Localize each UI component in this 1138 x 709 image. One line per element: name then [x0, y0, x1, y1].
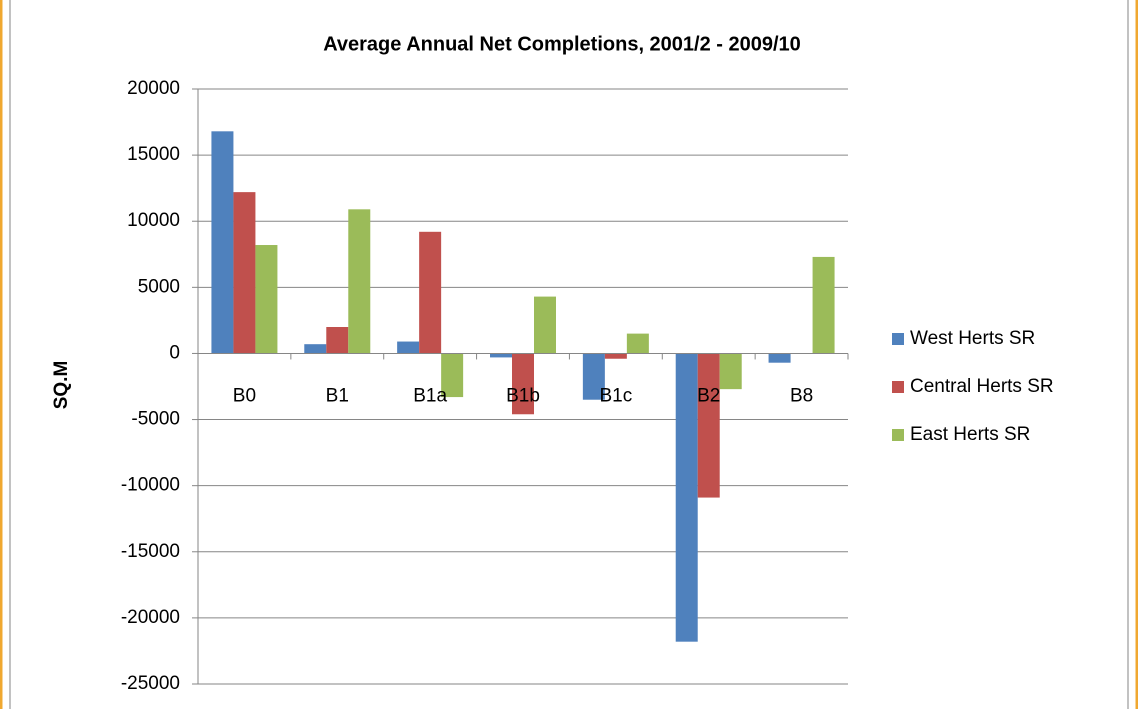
bar — [768, 353, 791, 363]
legend-swatch — [892, 333, 904, 345]
bar — [534, 296, 556, 354]
y-tick-label: 0 — [169, 342, 180, 363]
bar — [719, 353, 742, 390]
legend-swatch — [892, 381, 904, 393]
chart-title: Average Annual Net Completions, 2001/2 -… — [323, 33, 801, 55]
bar — [812, 256, 835, 354]
legend-label: West Herts SR — [910, 328, 1035, 349]
bar — [326, 327, 349, 354]
legend-label: East Herts SR — [910, 424, 1030, 445]
x-tick-label: B2 — [697, 385, 720, 406]
bar — [675, 353, 698, 642]
bar — [490, 353, 512, 358]
x-tick-label: B1b — [506, 385, 540, 406]
y-axis-label: SQ.M — [51, 361, 72, 410]
bar — [304, 344, 327, 354]
x-tick-label: B1a — [413, 385, 447, 406]
bar — [626, 333, 649, 354]
bar — [211, 131, 234, 354]
bar — [397, 341, 420, 354]
y-tick-label: 5000 — [138, 276, 180, 297]
bar — [419, 231, 442, 354]
bar — [441, 353, 464, 398]
bar — [604, 353, 627, 359]
bar — [255, 245, 278, 354]
bar — [512, 353, 534, 415]
y-tick-label: -15000 — [121, 541, 180, 562]
bar — [348, 209, 371, 354]
y-tick-label: 10000 — [127, 210, 180, 231]
y-tick-label: -10000 — [121, 475, 180, 496]
x-tick-label: B8 — [790, 385, 813, 406]
chart-border — [9, 0, 1129, 709]
y-tick-label: -5000 — [131, 409, 180, 430]
x-tick-label: B1 — [326, 385, 349, 406]
x-tick-label: B0 — [233, 385, 256, 406]
y-tick-label: -20000 — [121, 607, 180, 628]
y-tick-label: 15000 — [127, 144, 180, 165]
y-tick-label: -25000 — [121, 673, 180, 694]
bar — [582, 353, 605, 400]
y-tick-label: 20000 — [127, 78, 180, 99]
x-tick-label: B1c — [599, 385, 632, 406]
legend-swatch — [892, 429, 904, 441]
bar — [697, 353, 720, 498]
bar — [233, 192, 256, 354]
legend-label: Central Herts SR — [910, 376, 1054, 397]
